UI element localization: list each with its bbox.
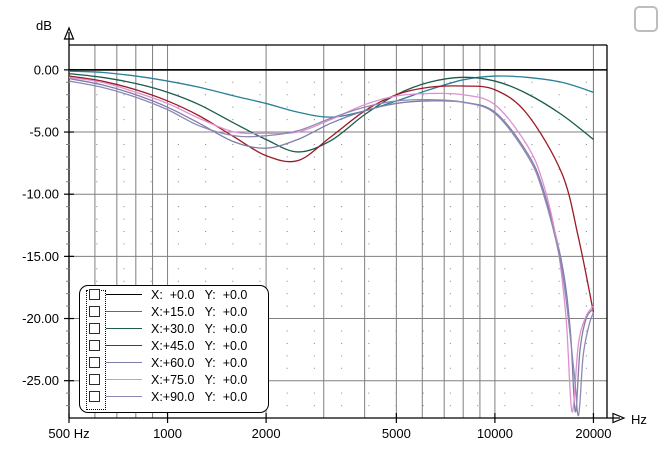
legend-row[interactable]: X:+60.0 Y: +0.0 — [80, 354, 268, 371]
x-axis-tick-label: 10000 — [477, 426, 513, 441]
y-axis-tick-label: 0.00 — [34, 62, 59, 77]
legend-label: X:+15.0 Y: +0.0 — [151, 304, 248, 319]
y-axis-tick-label: -10.00 — [22, 187, 59, 202]
legend-label: X:+30.0 Y: +0.0 — [151, 321, 248, 336]
legend-color-swatch — [106, 328, 142, 329]
series-curve — [69, 70, 594, 118]
legend-row[interactable]: X:+30.0 Y: +0.0 — [80, 320, 268, 337]
legend-checkbox[interactable] — [89, 391, 100, 402]
y-axis-tick-label: -25.00 — [22, 373, 59, 388]
panel-toggle-button[interactable] — [634, 6, 658, 32]
series-legend[interactable]: X: +0.0 Y: +0.0 X:+15.0 Y: +0.0 X:+30.0 Y:… — [79, 285, 269, 413]
legend-checkbox[interactable] — [89, 323, 100, 334]
legend-color-swatch — [106, 362, 142, 363]
plot-tick-marks — [64, 69, 595, 423]
legend-color-swatch — [106, 396, 142, 397]
series-curve — [69, 77, 594, 413]
legend-color-swatch — [106, 311, 142, 312]
legend-checkbox[interactable] — [89, 340, 100, 351]
legend-row-list: X: +0.0 Y: +0.0 X:+15.0 Y: +0.0 X:+30.0 Y:… — [80, 286, 268, 405]
legend-row[interactable]: X:+45.0 Y: +0.0 — [80, 337, 268, 354]
y-axis-tick-label: -5.00 — [29, 125, 59, 140]
plot-axis-labels: dB Hz 0.00 -5.00 -10.00 -15.00 -20.00 -25.00 500… — [22, 18, 647, 441]
legend-color-swatch — [106, 294, 142, 295]
legend-color-swatch — [106, 345, 142, 346]
legend-label: X:+60.0 Y: +0.0 — [151, 355, 248, 370]
x-axis-unit-label: Hz — [631, 412, 647, 427]
legend-row[interactable]: X: +0.0 Y: +0.0 — [80, 286, 268, 303]
legend-checkbox[interactable] — [89, 306, 100, 317]
plot-series-layer — [69, 69, 595, 417]
legend-row[interactable]: X:+15.0 Y: +0.0 — [80, 303, 268, 320]
y-axis-tick-label: -15.00 — [22, 249, 59, 264]
series-curve — [69, 75, 595, 313]
legend-row[interactable]: X:+90.0 Y: +0.0 — [80, 388, 268, 405]
legend-row[interactable]: X:+75.0 Y: +0.0 — [80, 371, 268, 388]
legend-checkbox[interactable] — [89, 289, 100, 300]
series-curve — [69, 72, 594, 153]
legend-label: X:+45.0 Y: +0.0 — [151, 338, 248, 353]
x-axis-tick-label: 20000 — [575, 426, 611, 441]
legend-checkbox[interactable] — [89, 374, 100, 385]
legend-checkbox[interactable] — [89, 357, 100, 368]
x-axis-tick-label: 2000 — [252, 426, 281, 441]
series-curve — [69, 80, 595, 417]
legend-label: X:+90.0 Y: +0.0 — [151, 389, 248, 404]
x-axis-tick-label: 500 Hz — [48, 426, 89, 441]
x-axis-tick-label: 5000 — [382, 426, 411, 441]
legend-label: X:+75.0 Y: +0.0 — [151, 372, 248, 387]
series-curve — [69, 76, 594, 413]
y-axis-tick-label: -20.00 — [22, 311, 59, 326]
legend-color-swatch — [106, 379, 142, 380]
y-axis-unit-label: dB — [36, 18, 52, 33]
legend-label: X: +0.0 Y: +0.0 — [151, 287, 248, 302]
x-axis-tick-label: 1000 — [153, 426, 182, 441]
